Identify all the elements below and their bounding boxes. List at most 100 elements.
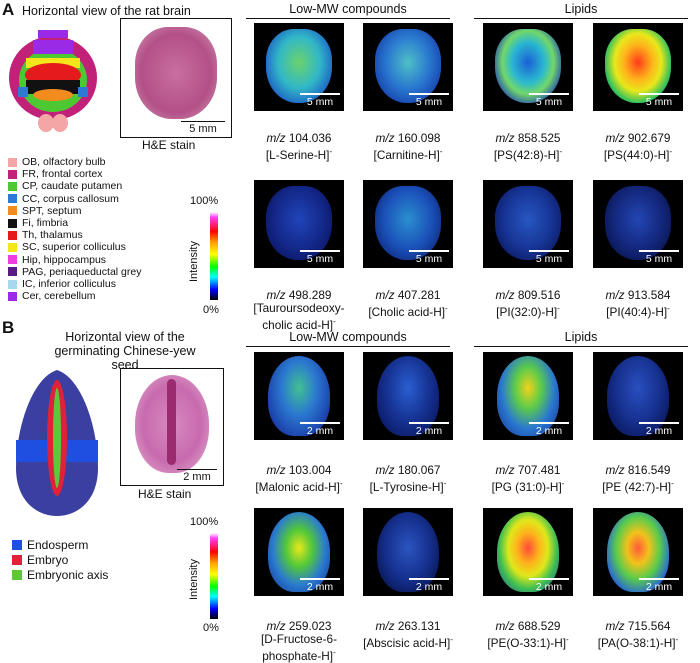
he-scale-bar: 2 mm <box>177 468 217 483</box>
scale-bar: 2 mm <box>300 578 340 593</box>
legend-item: SPT, septum <box>8 205 82 217</box>
msi-image: 5 mm <box>483 23 573 111</box>
panel-b-title: Horizontal view of the germinating Chine… <box>54 330 196 372</box>
legend-item: Endosperm <box>12 538 88 552</box>
ion-caption: m/z 263.131 [Abscisic acid-H]- <box>363 619 453 650</box>
ion-caption: m/z 809.516 [PI(32:0)-H]- <box>495 288 561 319</box>
ion-caption: m/z 103.004 [Malonic acid-H]- <box>255 463 343 494</box>
scale-bar: 2 mm <box>639 578 679 593</box>
panel-a-letter: A <box>2 0 15 19</box>
msi-image: 5 mm <box>254 23 344 111</box>
legend-item: Fi, fimbria <box>8 217 68 229</box>
scale-bar: 2 mm <box>409 422 449 437</box>
intensity-label: Intensity <box>188 559 200 600</box>
intensity-label: Intensity <box>188 241 200 282</box>
he-stain-image-seed: 2 mm <box>120 368 224 486</box>
ion-caption: m/z 407.281 [Cholic acid-H]- <box>368 288 448 319</box>
msi-image: 2 mm <box>363 352 453 440</box>
he-stain-image-brain: 5 mm <box>120 18 232 138</box>
msi-image: 5 mm <box>363 23 453 111</box>
header-low-mw: Low-MW compounds <box>246 330 450 347</box>
ion-caption: m/z 715.564 [PA(O-38:1)-H]- <box>597 619 679 650</box>
legend-item: PAG, periaqueductal grey <box>8 266 141 278</box>
msi-image: 2 mm <box>483 508 573 596</box>
legend-item: IC, inferior colliculus <box>8 278 116 290</box>
scale-bar: 5 mm <box>300 93 340 108</box>
legend-swatch <box>8 169 17 179</box>
scale-bar: 2 mm <box>639 422 679 437</box>
he-scale-bar: 5 mm <box>181 120 225 135</box>
legend-item: CP, caudate putamen <box>8 180 122 192</box>
legend-item: Embryonic axis <box>12 568 108 582</box>
header-lipids: Lipids <box>474 2 688 19</box>
scale-bar: 5 mm <box>529 93 569 108</box>
legend-swatch <box>12 555 22 565</box>
scale-bar: 5 mm <box>639 250 679 265</box>
ion-caption: m/z 104.036 [L-Serine-H]- <box>265 131 333 162</box>
ion-caption: m/z 902.679 [PS(44:0)-H]- <box>603 131 673 162</box>
legend-swatch <box>12 540 22 550</box>
legend-item: Hip, hippocampus <box>8 254 106 266</box>
msi-image: 5 mm <box>363 180 453 268</box>
legend-swatch <box>8 255 17 265</box>
legend-item: Embryo <box>12 553 68 567</box>
ion-caption: m/z 707.481 [PG (31:0)-H]- <box>491 463 565 494</box>
ion-caption: m/z 816.549 [PE (42:7)-H]- <box>602 463 674 494</box>
colorbar-top-label: 100% <box>190 195 219 207</box>
legend-item: FR, frontal cortex <box>8 168 103 180</box>
scale-bar: 5 mm <box>409 93 449 108</box>
legend-swatch <box>8 230 17 240</box>
ion-caption: m/z 160.098 [Carnitine-H]- <box>373 131 443 162</box>
ion-caption: m/z 858.525 [PS(42:8)-H]- <box>493 131 563 162</box>
legend-item: OB, olfactory bulb <box>8 156 105 168</box>
ion-caption: m/z 688.529 [PE(O-33:1)-H]- <box>487 619 569 650</box>
legend-swatch <box>8 194 17 204</box>
legend-swatch <box>8 206 17 216</box>
colorbar <box>210 533 218 619</box>
colorbar-top-label: 100% <box>190 516 219 528</box>
legend-item: Th, thalamus <box>8 229 83 241</box>
panel-b-letter: B <box>2 318 15 337</box>
colorbar-bottom-label: 0% <box>203 622 219 634</box>
legend-swatch <box>8 291 17 301</box>
legend-item: Cer, cerebellum <box>8 290 96 302</box>
header-low-mw: Low-MW compounds <box>246 2 450 19</box>
scale-bar: 5 mm <box>300 250 340 265</box>
rat-brain-schematic <box>9 30 97 132</box>
he-label: H&E stain <box>138 487 192 501</box>
msi-image: 5 mm <box>254 180 344 268</box>
header-lipids: Lipids <box>474 330 688 347</box>
msi-image: 5 mm <box>483 180 573 268</box>
ion-caption: m/z 180.067 [L-Tyrosine-H]- <box>369 463 447 494</box>
legend-swatch <box>12 570 22 580</box>
msi-image: 2 mm <box>363 508 453 596</box>
legend-swatch <box>8 279 17 289</box>
legend-swatch <box>8 157 17 167</box>
legend-swatch <box>8 218 17 228</box>
he-label: H&E stain <box>142 138 196 152</box>
legend-item: CC, corpus callosum <box>8 193 119 205</box>
scale-bar: 5 mm <box>639 93 679 108</box>
legend-swatch <box>8 267 17 277</box>
ion-caption: m/z 259.023 [D-Fructose-6- phosphate-H]- <box>260 619 338 663</box>
msi-image: 2 mm <box>483 352 573 440</box>
colorbar <box>210 212 218 300</box>
ion-caption: m/z 498.289 [Tauroursodeoxy-cholic acid-H… <box>253 288 345 332</box>
msi-image: 5 mm <box>593 180 683 268</box>
msi-image: 2 mm <box>254 352 344 440</box>
legend-item: SC, superior colliculus <box>8 241 126 253</box>
scale-bar: 5 mm <box>409 250 449 265</box>
msi-image: 2 mm <box>593 508 683 596</box>
scale-bar: 2 mm <box>529 578 569 593</box>
msi-image: 2 mm <box>593 352 683 440</box>
legend-swatch <box>8 181 17 191</box>
seed-schematic <box>16 370 98 516</box>
ion-caption: m/z 913.584 [PI(40:4)-H]- <box>605 288 671 319</box>
scale-bar: 2 mm <box>300 422 340 437</box>
legend-swatch <box>8 242 17 252</box>
colorbar-bottom-label: 0% <box>203 304 219 316</box>
scale-bar: 2 mm <box>529 422 569 437</box>
scale-bar: 2 mm <box>409 578 449 593</box>
msi-image: 5 mm <box>593 23 683 111</box>
msi-image: 2 mm <box>254 508 344 596</box>
